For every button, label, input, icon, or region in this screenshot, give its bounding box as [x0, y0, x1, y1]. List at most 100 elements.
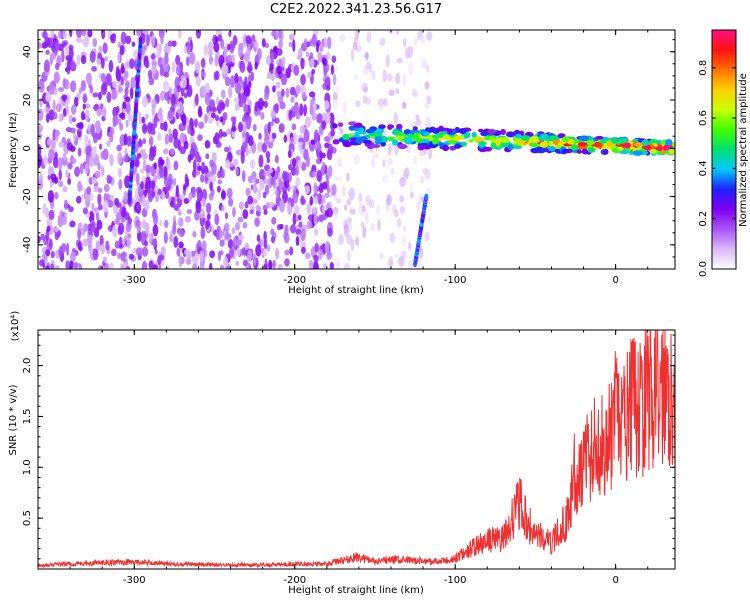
noise-mark	[89, 85, 94, 94]
noise-mark	[335, 198, 342, 204]
noise-mark	[164, 51, 169, 65]
noise-mark	[276, 59, 280, 66]
noise-mark	[208, 54, 213, 66]
noise-mark	[214, 213, 220, 226]
noise-mark	[192, 230, 197, 238]
noise-mark	[418, 259, 423, 269]
signal-mark	[463, 132, 471, 139]
noise-mark	[164, 167, 168, 178]
noise-mark	[312, 206, 317, 214]
snr-x-tick-label: -100	[444, 575, 467, 586]
noise-mark	[278, 177, 283, 191]
noise-mark	[109, 126, 115, 136]
noise-mark	[145, 34, 150, 47]
noise-mark	[302, 92, 307, 99]
noise-mark	[142, 138, 147, 145]
signal-mark	[391, 139, 399, 146]
noise-mark	[42, 154, 48, 166]
noise-mark	[123, 133, 128, 146]
signal-mark	[594, 141, 602, 148]
noise-mark	[91, 222, 96, 233]
noise-mark	[141, 123, 148, 134]
noise-mark	[197, 105, 203, 118]
noise-mark	[228, 197, 234, 207]
noise-mark	[87, 30, 93, 38]
noise-mark	[173, 220, 177, 230]
spectrogram-x-tick-label: -300	[123, 275, 146, 286]
noise-mark	[382, 174, 389, 183]
noise-mark	[204, 220, 210, 230]
noise-mark	[347, 249, 351, 262]
noise-mark	[304, 116, 312, 128]
noise-mark	[248, 135, 254, 147]
noise-mark	[224, 212, 229, 220]
noise-mark	[256, 234, 261, 242]
noise-mark	[197, 165, 203, 171]
snr-panel: -300 -200 -100 0 0.5 1.0 1.5 2.0 Height of str…	[8, 311, 676, 596]
noise-mark	[152, 212, 159, 226]
signal-mark	[392, 128, 399, 135]
signal-mark	[380, 135, 388, 143]
noise-mark	[150, 34, 156, 48]
signal-mark	[494, 140, 502, 146]
noise-mark	[247, 195, 254, 205]
noise-mark	[91, 202, 95, 212]
noise-mark	[76, 54, 81, 66]
noise-mark	[111, 248, 117, 257]
noise-mark	[69, 220, 76, 228]
noise-mark	[88, 211, 95, 224]
noise-mark	[321, 204, 326, 217]
signal-mark	[562, 136, 570, 143]
noise-mark	[54, 227, 59, 233]
signal-mark	[395, 135, 405, 141]
noise-mark	[154, 191, 160, 203]
noise-mark	[264, 184, 270, 195]
noise-mark	[177, 217, 184, 227]
noise-mark	[92, 92, 99, 98]
noise-mark	[290, 136, 295, 145]
noise-mark	[221, 89, 226, 99]
noise-mark	[46, 225, 51, 232]
noise-mark	[141, 116, 146, 124]
noise-mark	[390, 167, 395, 176]
noise-mark	[297, 159, 303, 169]
noise-mark	[316, 113, 323, 124]
noise-mark	[343, 204, 348, 211]
noise-mark	[315, 42, 320, 53]
noise-mark	[290, 197, 295, 208]
noise-mark	[242, 209, 249, 220]
noise-mark	[410, 191, 414, 199]
signal-mark	[446, 128, 453, 134]
signal-mark	[438, 125, 444, 132]
noise-mark	[209, 159, 215, 168]
noise-mark	[283, 134, 288, 143]
noise-mark	[295, 165, 299, 176]
signal-mark	[512, 145, 523, 150]
noise-mark	[100, 82, 108, 96]
noise-mark	[338, 175, 343, 183]
noise-mark	[287, 164, 293, 171]
noise-mark	[245, 187, 251, 197]
noise-mark	[138, 196, 143, 203]
signal-mark	[403, 129, 412, 135]
noise-mark	[140, 180, 144, 190]
signal-mark	[587, 147, 596, 153]
noise-mark	[109, 194, 114, 201]
noise-mark	[371, 156, 375, 169]
noise-mark	[43, 59, 50, 73]
noise-mark	[424, 102, 430, 109]
noise-mark	[399, 195, 405, 203]
noise-mark	[154, 185, 159, 194]
noise-mark	[419, 122, 424, 129]
signal-mark	[517, 140, 525, 145]
noise-mark	[395, 88, 400, 95]
noise-mark	[284, 232, 290, 244]
noise-mark	[117, 252, 121, 260]
noise-mark	[298, 141, 303, 153]
noise-mark	[93, 185, 100, 193]
noise-mark	[125, 119, 129, 128]
noise-mark	[285, 87, 290, 98]
noise-mark	[339, 33, 346, 42]
noise-mark	[316, 169, 322, 182]
